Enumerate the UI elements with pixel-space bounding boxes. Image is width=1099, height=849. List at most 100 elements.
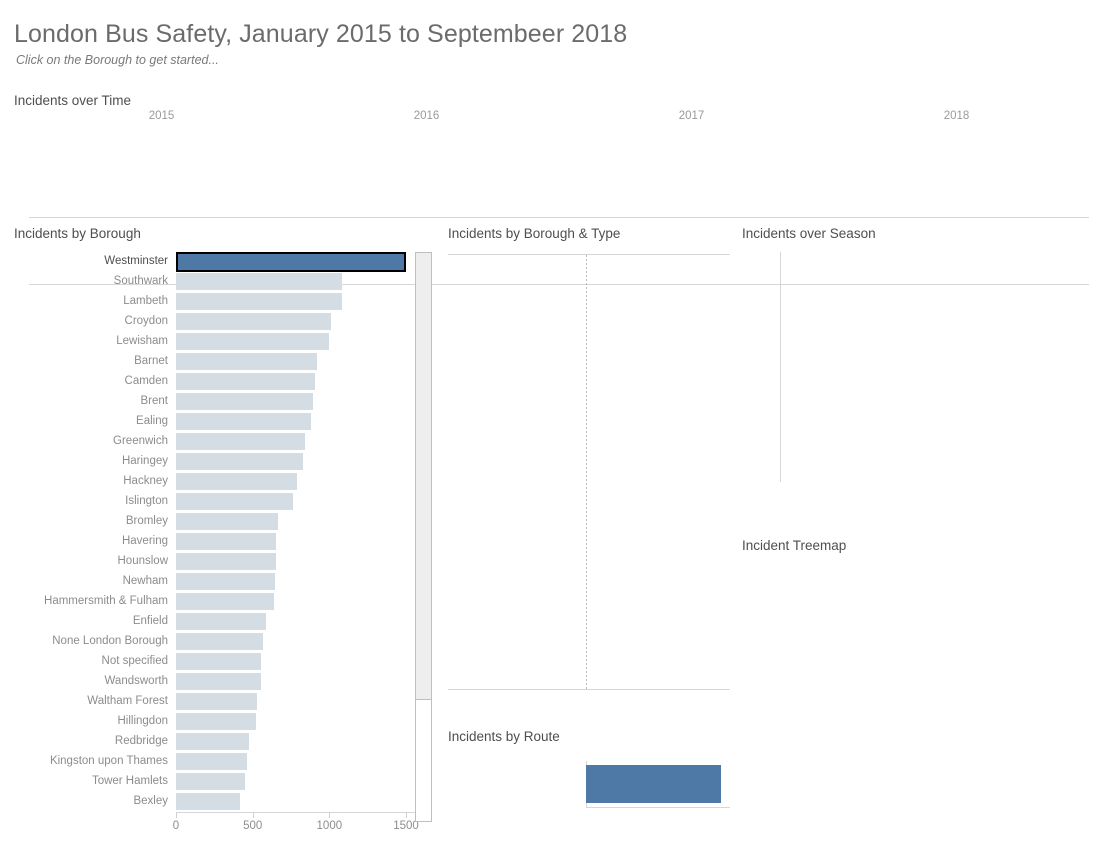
borough-bar[interactable] xyxy=(176,473,298,490)
borough-label: Hillingdon xyxy=(117,715,168,727)
borough-label: None London Borough xyxy=(52,635,168,647)
borough-bar[interactable] xyxy=(176,252,406,272)
borough-bar-row[interactable]: Hackney xyxy=(0,472,420,492)
borough-bar-row[interactable]: Croydon xyxy=(0,312,420,332)
incident-treemap-panel: Incident Treemap xyxy=(736,528,1099,849)
borough-bar[interactable] xyxy=(176,713,256,730)
incident-treemap-title: Incident Treemap xyxy=(742,538,847,553)
borough-bar-row[interactable]: Ealing xyxy=(0,412,420,432)
borough-bar-row[interactable]: Wandsworth xyxy=(0,672,420,692)
time-year-axis: 2015 2016 2017 2018 xyxy=(0,110,1099,126)
incidents-over-season-title: Incidents over Season xyxy=(742,226,876,241)
borough-bar[interactable] xyxy=(176,413,311,430)
borough-bar[interactable] xyxy=(176,273,342,290)
borough-bar-row[interactable]: Haringey xyxy=(0,452,420,472)
borough-bar-row[interactable]: Greenwich xyxy=(0,432,420,452)
borough-label: Ealing xyxy=(136,415,168,427)
borough-axis-tick-label: 0 xyxy=(172,820,180,832)
borough-bar-row[interactable]: Southwark xyxy=(0,272,420,292)
borough-label: Islington xyxy=(125,495,168,507)
borough-bar-row[interactable]: Lewisham xyxy=(0,332,420,352)
incidents-over-season-panel: Incidents over Season xyxy=(736,212,1099,528)
borough-bar[interactable] xyxy=(176,353,318,370)
route-bar[interactable] xyxy=(586,765,721,803)
borough-bar[interactable] xyxy=(176,773,245,790)
borough-bar[interactable] xyxy=(176,533,277,550)
season-line-path xyxy=(736,252,1099,492)
borough-bar-row[interactable]: None London Borough xyxy=(0,632,420,652)
borough-label: Haringey xyxy=(121,455,168,467)
borough-bar-row[interactable]: Hammersmith & Fulham xyxy=(0,592,420,612)
incidents-over-time-chart[interactable] xyxy=(0,88,1099,210)
borough-label: Lewisham xyxy=(116,335,168,347)
borough-axis-tick-label: 1500 xyxy=(393,820,419,832)
borough-bar[interactable] xyxy=(176,373,315,390)
borough-bar[interactable] xyxy=(176,593,275,610)
borough-label: Hackney xyxy=(123,475,168,487)
borough-axis-tick xyxy=(329,813,331,818)
borough-bar[interactable] xyxy=(176,693,257,710)
page-subtitle: Click on the Borough to get started... xyxy=(16,53,219,67)
borough-bar[interactable] xyxy=(176,313,331,330)
borough-label: Hounslow xyxy=(117,555,169,567)
incidents-over-season-chart[interactable] xyxy=(736,252,1099,492)
borough-scrollbar[interactable] xyxy=(415,252,432,822)
borough-bar-row[interactable]: Barnet xyxy=(0,352,420,372)
borough-bar-row[interactable]: Westminster xyxy=(0,252,420,272)
borough-bar[interactable] xyxy=(176,633,264,650)
borough-axis-tick xyxy=(406,813,407,818)
time-year-label: 2015 xyxy=(148,110,175,122)
borough-label: Kingston upon Thames xyxy=(49,755,168,767)
borough-bar[interactable] xyxy=(176,553,276,570)
borough-bar[interactable] xyxy=(176,433,305,450)
incidents-over-time-title: Incidents over Time xyxy=(14,93,132,108)
borough-bar[interactable] xyxy=(176,673,262,690)
borough-bar-row[interactable]: Waltham Forest xyxy=(0,692,420,712)
borough-bar[interactable] xyxy=(176,613,267,630)
borough-bar-row[interactable]: Not specified xyxy=(0,652,420,672)
borough-bar[interactable] xyxy=(176,453,304,470)
borough-bar[interactable] xyxy=(176,653,262,670)
borough-label: Tower Hamlets xyxy=(91,775,168,787)
borough-label: Bromley xyxy=(125,515,168,527)
borough-bar[interactable] xyxy=(176,393,314,410)
incidents-by-route-title: Incidents by Route xyxy=(448,729,560,744)
borough-axis-line xyxy=(176,812,420,813)
type-x-axis xyxy=(440,692,730,716)
borough-axis-tick xyxy=(252,813,254,818)
type-top-rule xyxy=(448,254,730,255)
borough-label: Brent xyxy=(140,395,169,407)
borough-bar-row[interactable]: Kingston upon Thames xyxy=(0,752,420,772)
borough-label: Newham xyxy=(122,575,168,587)
borough-bar-row[interactable]: Newham xyxy=(0,572,420,592)
borough-bar[interactable] xyxy=(176,293,342,310)
borough-bar-row[interactable]: Enfield xyxy=(0,612,420,632)
borough-axis-tick-label: 1000 xyxy=(316,820,343,832)
borough-bar-row[interactable]: Tower Hamlets xyxy=(0,772,420,792)
time-bottom-rule xyxy=(29,284,1089,285)
incident-treemap-chart[interactable] xyxy=(741,568,1089,780)
season-y-axis-line xyxy=(780,252,781,482)
borough-bar[interactable] xyxy=(176,733,249,750)
borough-bar[interactable] xyxy=(176,753,247,770)
borough-scrollbar-thumb[interactable] xyxy=(416,253,431,700)
incidents-by-route-panel: Incidents by Route xyxy=(440,715,736,849)
borough-bar-row[interactable]: Islington xyxy=(0,492,420,512)
borough-bar-row[interactable]: Bexley xyxy=(0,792,420,812)
borough-bar-row[interactable]: Hillingdon xyxy=(0,712,420,732)
borough-bar-row[interactable]: Brent xyxy=(0,392,420,412)
borough-bar[interactable] xyxy=(176,493,294,510)
borough-label: Lambeth xyxy=(123,295,168,307)
borough-bar[interactable] xyxy=(176,573,275,590)
borough-label: Waltham Forest xyxy=(87,695,168,707)
borough-bar-row[interactable]: Camden xyxy=(0,372,420,392)
borough-bar[interactable] xyxy=(176,513,278,530)
borough-bar-row[interactable]: Lambeth xyxy=(0,292,420,312)
route-axis-line xyxy=(586,807,730,808)
borough-bar-row[interactable]: Bromley xyxy=(0,512,420,532)
borough-bar-row[interactable]: Redbridge xyxy=(0,732,420,752)
borough-bar[interactable] xyxy=(176,793,241,810)
borough-bar-row[interactable]: Hounslow xyxy=(0,552,420,572)
borough-bar[interactable] xyxy=(176,333,329,350)
borough-bar-row[interactable]: Havering xyxy=(0,532,420,552)
